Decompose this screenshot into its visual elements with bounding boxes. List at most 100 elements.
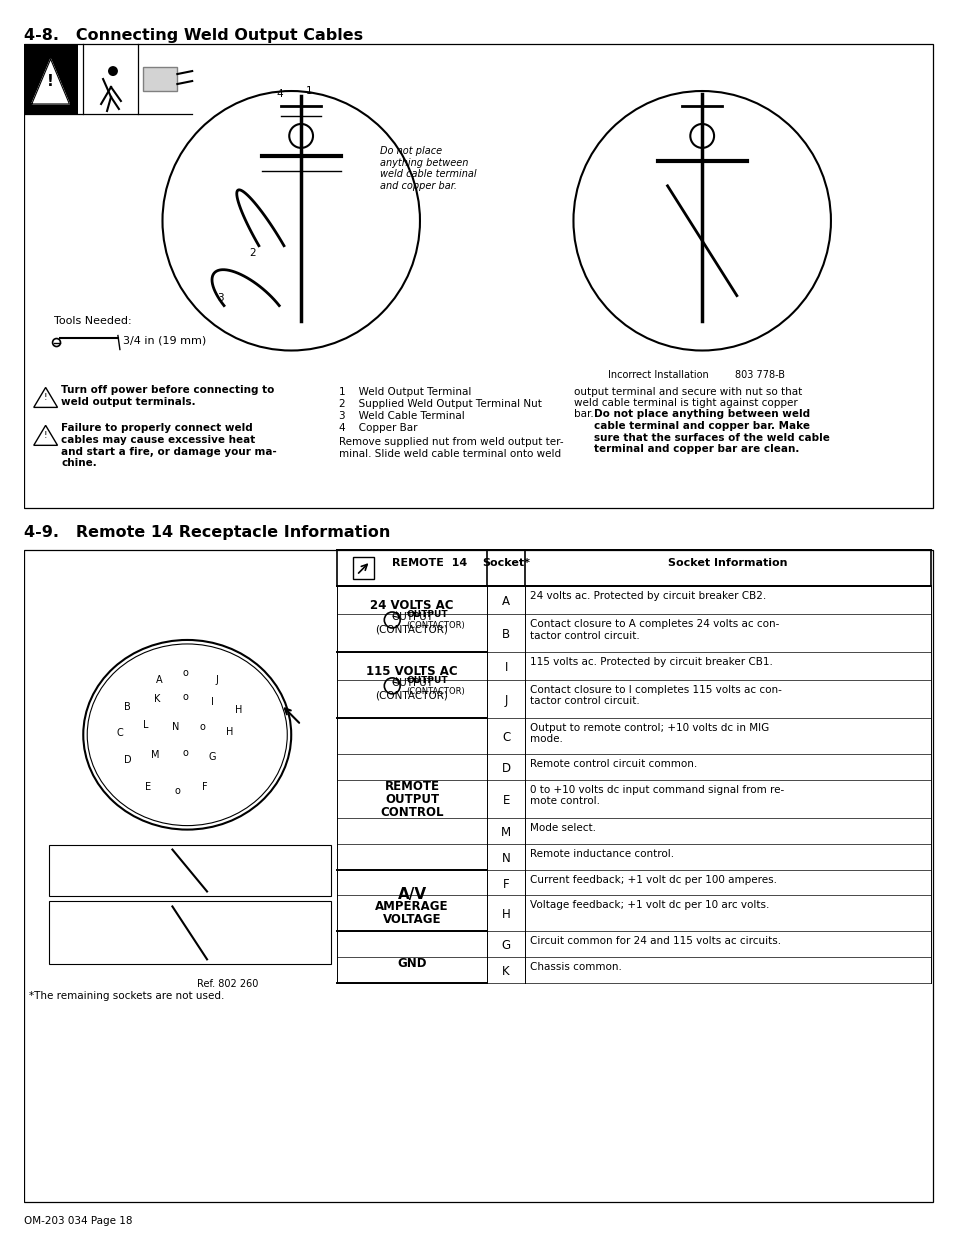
Text: 3    Weld Cable Terminal: 3 Weld Cable Terminal xyxy=(338,411,464,421)
Text: *The remaining sockets are not used.: *The remaining sockets are not used. xyxy=(29,992,224,1002)
Text: o: o xyxy=(182,692,188,701)
Text: Mode select.: Mode select. xyxy=(529,823,596,832)
Text: OUTPUT: OUTPUT xyxy=(391,613,433,622)
Text: F: F xyxy=(202,782,208,792)
Text: Socket*: Socket* xyxy=(481,558,530,568)
Text: 2: 2 xyxy=(250,248,256,258)
Text: VOLTAGE: VOLTAGE xyxy=(382,913,441,926)
Text: Turn off power before connecting to
weld output terminals.: Turn off power before connecting to weld… xyxy=(61,385,274,408)
Text: E: E xyxy=(145,782,151,792)
Text: !: ! xyxy=(44,431,48,440)
Text: Remove supplied nut from weld output ter-
minal. Slide weld cable terminal onto : Remove supplied nut from weld output ter… xyxy=(338,437,563,459)
Text: D: D xyxy=(501,762,510,774)
Text: Incorrect Installation: Incorrect Installation xyxy=(607,370,708,380)
Text: !: ! xyxy=(44,393,48,401)
Polygon shape xyxy=(33,388,57,408)
Text: 24 volts ac. Protected by circuit breaker CB2.: 24 volts ac. Protected by circuit breake… xyxy=(529,592,765,601)
Bar xyxy=(353,557,374,579)
Text: M: M xyxy=(500,826,511,839)
Text: C: C xyxy=(116,727,123,737)
Text: CONTROL: CONTROL xyxy=(380,806,443,819)
Text: Chassis common.: Chassis common. xyxy=(529,962,621,972)
Text: (CONTACTOR): (CONTACTOR) xyxy=(375,625,448,635)
Text: 3: 3 xyxy=(216,293,223,303)
Text: 0 to +10 volts dc input command signal from re-
mote control.: 0 to +10 volts dc input command signal f… xyxy=(529,784,783,806)
Text: 115 VOLTS AC: 115 VOLTS AC xyxy=(366,664,457,678)
Text: 115 volts ac. Protected by circuit breaker CB1.: 115 volts ac. Protected by circuit break… xyxy=(529,657,772,667)
Text: Do not place anything between weld
cable terminal and copper bar. Make
sure that: Do not place anything between weld cable… xyxy=(594,409,829,454)
Text: N: N xyxy=(501,852,510,864)
Text: OUTPUT: OUTPUT xyxy=(391,678,433,688)
Text: K: K xyxy=(154,694,160,704)
Text: K: K xyxy=(502,966,510,978)
Text: Contact closure to A completes 24 volts ac con-
tactor control circuit.: Contact closure to A completes 24 volts … xyxy=(529,619,779,641)
Text: 4    Copper Bar: 4 Copper Bar xyxy=(338,424,416,433)
Text: Socket Information: Socket Information xyxy=(667,558,787,568)
Text: Remote inductance control.: Remote inductance control. xyxy=(529,848,674,858)
Text: OUTPUT: OUTPUT xyxy=(406,610,447,619)
Text: H: H xyxy=(226,726,233,737)
Text: G: G xyxy=(501,940,510,952)
Text: 4: 4 xyxy=(276,89,283,99)
Text: Voltage feedback; +1 volt dc per 10 arc volts.: Voltage feedback; +1 volt dc per 10 arc … xyxy=(529,900,768,910)
Text: Do not place
anything between
weld cable terminal
and copper bar.: Do not place anything between weld cable… xyxy=(380,146,476,190)
Text: Ref. 802 260: Ref. 802 260 xyxy=(197,979,258,989)
Text: REMOTE  14: REMOTE 14 xyxy=(392,558,467,568)
Text: H: H xyxy=(501,909,510,921)
Bar xyxy=(24,44,78,114)
Text: F: F xyxy=(502,878,509,890)
Text: J: J xyxy=(215,674,218,685)
Circle shape xyxy=(108,65,118,77)
Text: output terminal and secure with nut so that: output terminal and secure with nut so t… xyxy=(574,388,801,398)
Text: o: o xyxy=(182,747,188,758)
Text: B: B xyxy=(124,701,132,711)
Bar xyxy=(143,67,177,91)
Text: (CONTACTOR): (CONTACTOR) xyxy=(406,621,464,630)
Text: GND: GND xyxy=(396,957,426,969)
Text: Remote control circuit common.: Remote control circuit common. xyxy=(529,758,697,768)
Text: (CONTACTOR): (CONTACTOR) xyxy=(406,687,464,695)
Text: E: E xyxy=(502,794,509,806)
Text: 4-8.   Connecting Weld Output Cables: 4-8. Connecting Weld Output Cables xyxy=(24,28,362,43)
Text: Tools Needed:: Tools Needed: xyxy=(53,316,132,326)
Text: o: o xyxy=(182,668,188,678)
Text: Current feedback; +1 volt dc per 100 amperes.: Current feedback; +1 volt dc per 100 amp… xyxy=(529,874,776,884)
Text: Output to remote control; +10 volts dc in MIG
mode.: Output to remote control; +10 volts dc i… xyxy=(529,722,768,745)
Text: Contact closure to I completes 115 volts ac con-
tactor control circuit.: Contact closure to I completes 115 volts… xyxy=(529,685,781,706)
Text: D: D xyxy=(124,755,132,764)
Bar xyxy=(24,44,932,509)
Text: A: A xyxy=(156,674,163,685)
Text: N: N xyxy=(172,721,179,732)
Text: OUTPUT: OUTPUT xyxy=(406,676,447,685)
Text: A/V: A/V xyxy=(397,887,426,902)
Text: H: H xyxy=(234,705,242,715)
Bar xyxy=(24,550,932,1202)
Text: 3/4 in (19 mm): 3/4 in (19 mm) xyxy=(123,336,206,346)
Polygon shape xyxy=(31,59,70,104)
Text: Circuit common for 24 and 115 volts ac circuits.: Circuit common for 24 and 115 volts ac c… xyxy=(529,936,781,946)
Text: Failure to properly connect weld
cables may cause excessive heat
and start a fir: Failure to properly connect weld cables … xyxy=(61,424,277,468)
Text: OM-203 034 Page 18: OM-203 034 Page 18 xyxy=(24,1215,132,1226)
Polygon shape xyxy=(33,425,57,446)
Text: weld cable terminal is tight against copper: weld cable terminal is tight against cop… xyxy=(574,399,798,409)
Bar xyxy=(49,902,331,965)
Bar xyxy=(49,845,331,897)
Text: 1: 1 xyxy=(306,86,313,96)
Text: G: G xyxy=(208,752,215,762)
Text: M: M xyxy=(152,750,160,760)
Text: L: L xyxy=(143,720,149,730)
Text: 2    Supplied Weld Output Terminal Nut: 2 Supplied Weld Output Terminal Nut xyxy=(338,399,541,410)
Text: A: A xyxy=(501,595,510,608)
Text: I: I xyxy=(504,661,507,674)
Text: I: I xyxy=(211,697,213,706)
Text: !: ! xyxy=(47,74,54,89)
Text: AMPERAGE: AMPERAGE xyxy=(375,900,448,913)
Text: o: o xyxy=(199,721,205,732)
Text: 4-9.   Remote 14 Receptacle Information: 4-9. Remote 14 Receptacle Information xyxy=(24,525,390,540)
Text: C: C xyxy=(501,731,510,743)
Text: bar.: bar. xyxy=(574,409,597,420)
Text: 1    Weld Output Terminal: 1 Weld Output Terminal xyxy=(338,388,471,398)
Text: REMOTE: REMOTE xyxy=(384,781,439,793)
Text: B: B xyxy=(501,627,510,641)
Text: J: J xyxy=(504,694,507,706)
